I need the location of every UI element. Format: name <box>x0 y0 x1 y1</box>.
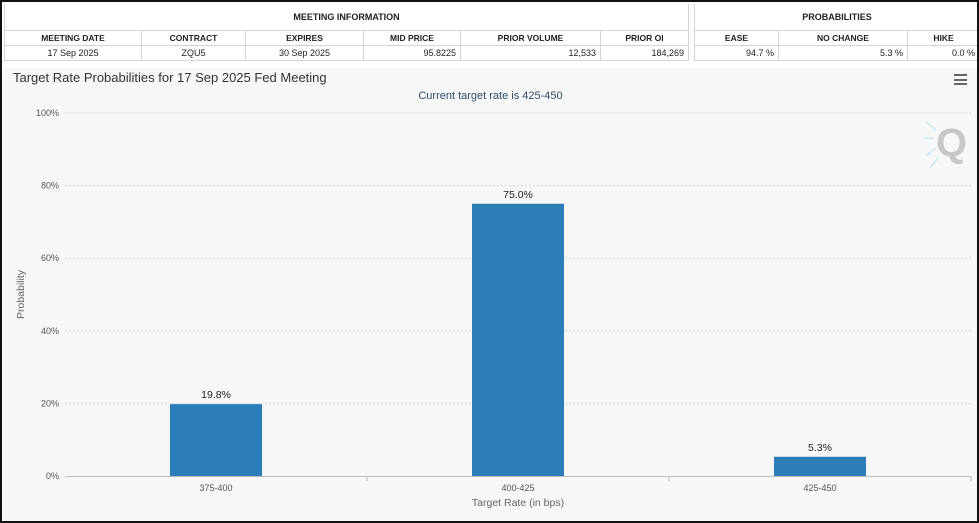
header-hike: HIKE <box>907 30 977 46</box>
bar-chart: 0% 20% 40% 60% 80% 100% 19.8% 375-400 75.0% 400-4… <box>15 108 972 509</box>
bar <box>774 456 866 476</box>
x-tick-label: 400-425 <box>501 483 534 493</box>
bar-data-label: 5.3% <box>808 442 832 454</box>
x-tick-label: 375-400 <box>199 483 232 493</box>
value-ease: 94.7 % <box>694 45 779 61</box>
bar-data-label: 75.0% <box>503 189 533 201</box>
meeting-info-table: MEETING INFORMATION MEETING DATE CONTRAC… <box>3 4 690 61</box>
y-tick-label: 80% <box>41 181 59 191</box>
y-tick-label: 100% <box>36 108 59 118</box>
probabilities-group-header: PROBABILITIES <box>694 4 977 31</box>
x-axis-title: Target Rate (in bps) <box>472 497 564 509</box>
probabilities-table: PROBABILITIES EASE NO CHANGE HIKE 94.7 %… <box>694 4 977 61</box>
q-logo-icon: Q <box>924 121 966 169</box>
chart-title: Target Rate Probabilities for 17 Sep 202… <box>13 70 327 85</box>
chart-panel: 0% 20% 40% 60% 80% 100% 19.8% 375-400 75.0% 400-4… <box>4 68 977 521</box>
y-tick-label: 40% <box>41 326 59 336</box>
value-mid-price: 95.8225 <box>363 45 461 61</box>
chart-subtitle: Current target rate is 425-450 <box>418 90 563 102</box>
y-tick-label: 60% <box>41 253 59 263</box>
header-ease: EASE <box>694 30 779 46</box>
y-tick-label: 0% <box>46 471 59 481</box>
header-prior-volume: PRIOR VOLUME <box>460 30 601 46</box>
svg-text:Q: Q <box>936 121 966 165</box>
header-meeting-date: MEETING DATE <box>4 30 142 46</box>
x-tick-label: 425-450 <box>803 483 836 493</box>
header-no-change: NO CHANGE <box>778 30 908 46</box>
value-expires: 30 Sep 2025 <box>245 45 364 61</box>
header-contract: CONTRACT <box>141 30 246 46</box>
value-meeting-date: 17 Sep 2025 <box>4 45 142 61</box>
value-prior-volume: 12,533 <box>460 45 601 61</box>
value-prior-oi: 184,269 <box>599 45 690 61</box>
header-prior-oi: PRIOR OI <box>599 30 690 46</box>
y-axis-title: Probability <box>15 269 27 319</box>
value-no-change: 5.3 % <box>778 45 908 61</box>
meeting-info-group-header: MEETING INFORMATION <box>3 4 690 31</box>
value-contract: ZQU5 <box>141 45 246 61</box>
hamburger-menu-icon[interactable] <box>954 74 967 85</box>
bar <box>472 203 564 476</box>
bar <box>170 404 262 476</box>
bar-data-label: 19.8% <box>201 389 231 401</box>
header-mid-price: MID PRICE <box>363 30 461 46</box>
header-expires: EXPIRES <box>245 30 364 46</box>
y-tick-label: 20% <box>41 398 59 408</box>
value-hike: 0.0 % <box>907 45 977 61</box>
